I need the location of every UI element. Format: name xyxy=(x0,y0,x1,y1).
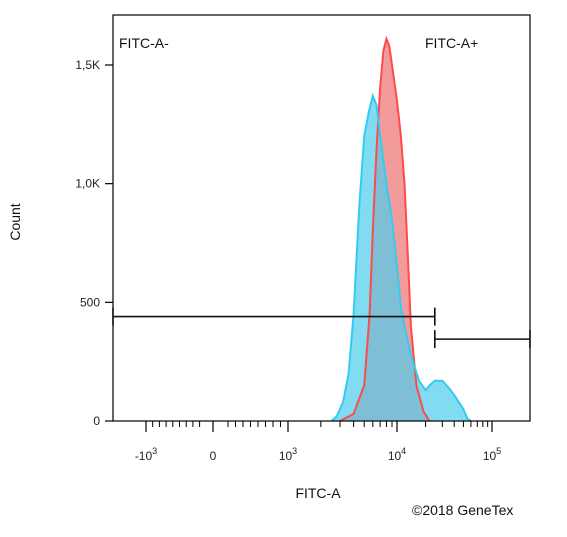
y-tick-label: 500 xyxy=(80,295,100,309)
x-tick-label: 104 xyxy=(388,446,406,463)
x-tick-label: 105 xyxy=(483,446,501,463)
x-axis-ticks: -103 0 103 104 105 xyxy=(135,421,501,463)
histogram-line-1 xyxy=(330,92,472,422)
x-tick-label: 0 xyxy=(210,449,217,463)
histogram-outlines xyxy=(330,35,472,422)
x-axis-label: FITC-A xyxy=(295,485,341,501)
x-tick-label: 103 xyxy=(279,446,297,463)
x-tick-label: -103 xyxy=(135,446,157,463)
y-axis-ticks: 0 500 1,0K 1,5K xyxy=(75,58,113,428)
x-axis-minor-ticks xyxy=(152,421,489,427)
y-tick-label: 1,5K xyxy=(75,58,100,72)
histogram-fills xyxy=(331,38,471,422)
plot-frame xyxy=(112,14,531,422)
y-axis-label: Count xyxy=(7,203,23,240)
histogram-fill-1 xyxy=(331,95,471,422)
gates xyxy=(112,307,531,349)
gate-label-negative: FITC-A- xyxy=(119,35,169,51)
copyright-notice: ©2018 GeneTex xyxy=(412,502,514,518)
gate-label-positive: FITC-A+ xyxy=(425,35,478,51)
histogram-line-0 xyxy=(339,35,431,422)
y-tick-label: 0 xyxy=(93,414,100,428)
y-tick-label: 1,0K xyxy=(75,177,100,191)
